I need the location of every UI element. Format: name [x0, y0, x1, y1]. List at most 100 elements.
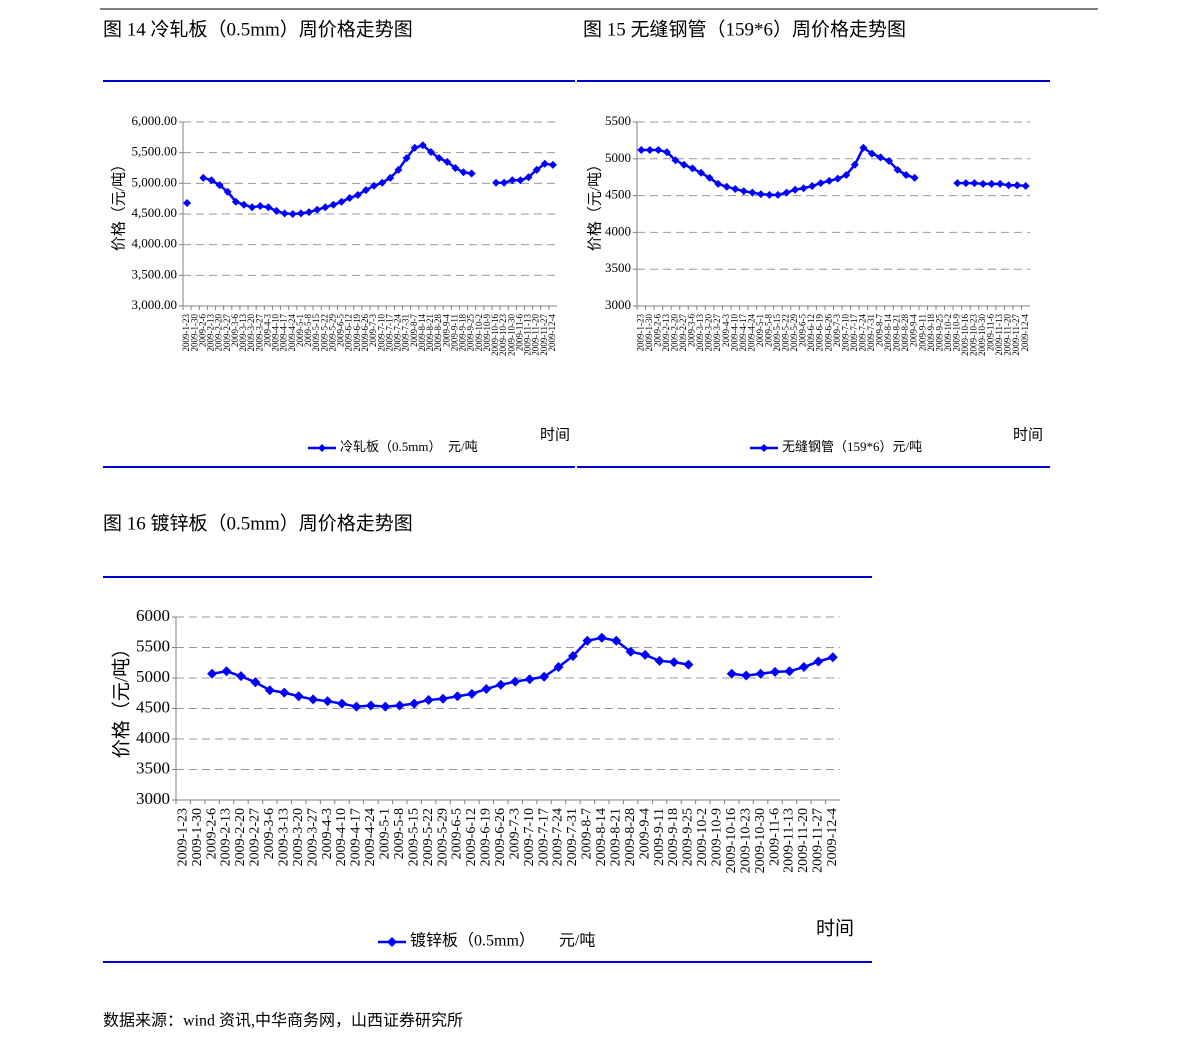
- data-point: [582, 635, 593, 646]
- x-tick-label: 2009-7-31: [565, 808, 580, 866]
- x-tick-label: 2009-10-9: [951, 314, 961, 352]
- data-point: [765, 190, 774, 199]
- x-tick-label: 2009-3-27: [712, 314, 722, 352]
- data-point: [996, 179, 1005, 188]
- data-point: [859, 143, 868, 152]
- data-point: [662, 148, 671, 157]
- data-point: [808, 182, 817, 191]
- x-tick-label: 2009-10-16: [960, 314, 970, 356]
- x-tick-label: 2009-2-6: [197, 314, 207, 347]
- data-point: [524, 674, 535, 685]
- x-tick-label: 2009-11-6: [986, 314, 996, 352]
- data-point: [799, 184, 808, 193]
- x-axis-title: 时间: [540, 426, 570, 443]
- x-tick-label: 2009-5-15: [311, 314, 321, 352]
- data-point: [207, 176, 216, 185]
- x-tick-label: 2009-6-12: [806, 314, 816, 352]
- data-point: [337, 197, 346, 206]
- x-tick-label: 2009-4-10: [729, 314, 739, 352]
- y-axis-title: 价格（元/吨）: [110, 639, 132, 758]
- x-tick-label: 2009-5-29: [789, 314, 799, 352]
- data-point: [524, 173, 533, 182]
- data-point: [296, 209, 305, 218]
- x-tick-label: 2009-2-6: [652, 314, 662, 347]
- data-point: [481, 683, 492, 694]
- x-tick-label: 2009-2-20: [214, 314, 224, 352]
- data-point: [784, 666, 795, 677]
- x-tick-label: 2009-7-24: [393, 314, 403, 352]
- x-tick-label: 2009-2-27: [248, 808, 263, 866]
- x-tick-label: 2009-8-7: [875, 314, 885, 347]
- x-tick-label: 2009-3-20: [704, 314, 714, 352]
- data-point: [567, 651, 578, 662]
- y-tick-label: 4500: [136, 697, 170, 716]
- x-tick-label: 2009-5-1: [378, 808, 393, 859]
- x-tick-label: 2009-5-8: [303, 314, 313, 347]
- data-point: [508, 176, 517, 185]
- data-point: [394, 165, 403, 174]
- x-tick-label: 2009-11-6: [514, 314, 524, 352]
- x-axis-title: 时间: [816, 917, 854, 939]
- data-point: [361, 186, 370, 195]
- x-tick-label: 2009-5-8: [763, 314, 773, 347]
- data-point: [910, 173, 919, 182]
- x-tick-label: 2009-6-5: [336, 314, 346, 347]
- data-point: [380, 701, 391, 712]
- x-tick-label: 2009-8-21: [425, 314, 435, 352]
- x-tick-label: 2009-10-9: [710, 808, 725, 866]
- y-tick-label: 4,000.00: [132, 236, 178, 251]
- x-tick-label: 2009-5-1: [295, 314, 305, 347]
- y-tick-label: 3500: [136, 758, 170, 777]
- x-tick-label: 2009-11-13: [782, 808, 797, 873]
- legend-marker: [387, 937, 397, 947]
- data-point: [329, 200, 338, 209]
- x-tick-label: 2009-4-17: [738, 314, 748, 352]
- data-point: [688, 164, 697, 173]
- x-tick-label: 2009-3-13: [238, 314, 248, 352]
- data-point: [683, 659, 694, 670]
- x-tick-label: 2009-9-4: [909, 314, 919, 347]
- y-tick-label: 3000: [605, 297, 631, 312]
- x-tick-label: 2009-11-6: [767, 808, 782, 866]
- data-point: [722, 182, 731, 191]
- data-point: [280, 209, 289, 218]
- x-tick-label: 2009-11-27: [1011, 314, 1021, 356]
- data-point: [394, 700, 405, 711]
- data-point: [459, 168, 468, 177]
- x-tick-label: 2009-8-14: [417, 314, 427, 352]
- x-tick-label: 2009-5-1: [755, 314, 765, 347]
- data-point: [611, 635, 622, 646]
- y-tick-label: 6,000.00: [132, 113, 178, 128]
- x-tick-label: 2009-7-24: [857, 314, 867, 352]
- data-point: [467, 169, 476, 178]
- x-tick-label: 2009-7-10: [840, 314, 850, 352]
- x-tick-label: 2009-4-17: [349, 808, 364, 866]
- x-tick-label: 2009-2-20: [233, 808, 248, 866]
- x-tick-label: 2009-3-6: [230, 314, 240, 347]
- data-point: [443, 157, 452, 166]
- x-tick-label: 2009-9-4: [637, 808, 652, 859]
- x-tick-label: 2009-7-17: [384, 314, 394, 352]
- x-tick-label: 2009-9-18: [666, 808, 681, 866]
- data-point: [791, 185, 800, 194]
- data-point: [539, 671, 550, 682]
- y-tick-label: 3000: [136, 789, 170, 808]
- x-tick-label: 2009-4-24: [287, 314, 297, 352]
- data-point: [755, 668, 766, 679]
- figure-heading: 图 15 无缝钢管（159*6）周价格走势图: [583, 18, 906, 40]
- x-tick-label: 2009-1-30: [644, 314, 654, 352]
- x-tick-label: 2009-11-13: [523, 314, 533, 356]
- data-point: [223, 187, 232, 196]
- data-point: [183, 198, 192, 207]
- data-point: [1021, 182, 1030, 191]
- data-point: [409, 698, 420, 709]
- data-point: [596, 632, 607, 643]
- x-tick-label: 2009-7-3: [368, 314, 378, 347]
- x-tick-label: 2009-5-8: [392, 808, 407, 859]
- x-tick-label: 2009-11-20: [796, 808, 811, 873]
- x-tick-label: 2009-7-10: [376, 314, 386, 352]
- data-point: [435, 154, 444, 163]
- y-tick-label: 4500: [605, 187, 631, 202]
- x-tick-label: 2009-6-5: [798, 314, 808, 347]
